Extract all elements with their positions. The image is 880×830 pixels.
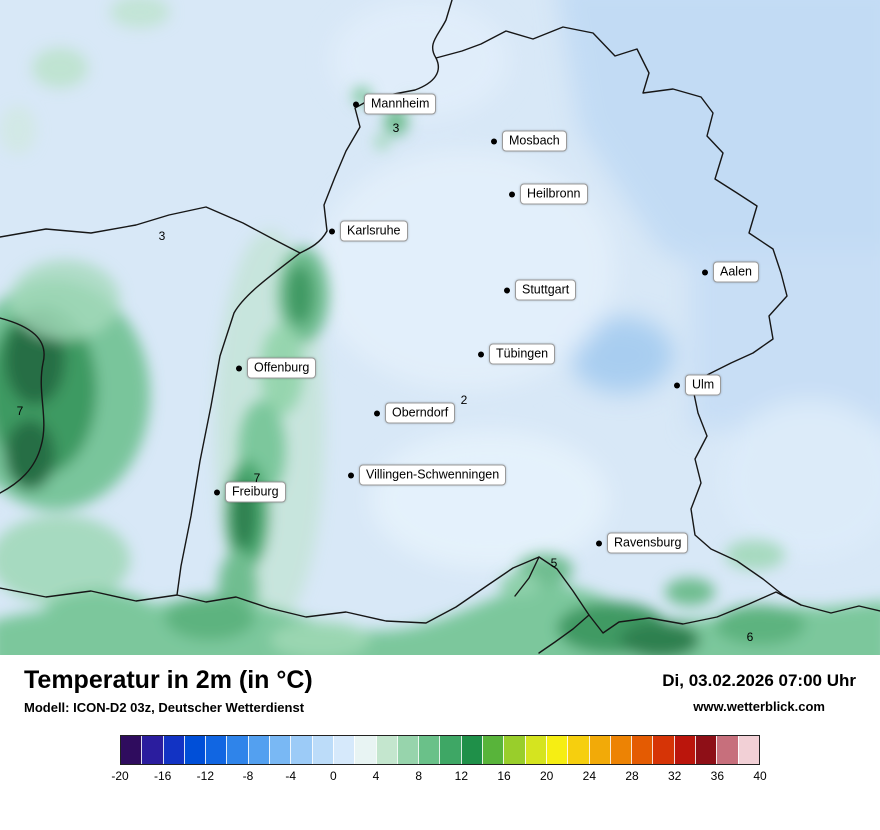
legend-tick-label: -12 xyxy=(196,769,214,783)
legend-color-cell xyxy=(375,736,397,764)
legend-tick-label: 40 xyxy=(753,769,767,783)
legend-tick-label: 32 xyxy=(667,769,682,783)
legend-tick-label: -16 xyxy=(153,769,172,783)
footer-right: Di, 03.02.2026 07:00 Uhr www.wetterblick… xyxy=(662,665,856,714)
footer-row: Temperatur in 2m (in °C) Modell: ICON-D2… xyxy=(24,665,856,715)
footer: Temperatur in 2m (in °C) Modell: ICON-D2… xyxy=(0,655,880,787)
map: Mannheim Mosbach Heilbronn Karlsruhe Stuttga… xyxy=(0,0,880,655)
legend-tick-label: 8 xyxy=(415,769,422,783)
border-north-alsace xyxy=(0,206,301,254)
legend-tick-label: -8 xyxy=(242,769,254,783)
legend-color-cell xyxy=(482,736,504,764)
legend-color-cell xyxy=(226,736,248,764)
forecast-datetime: Di, 03.02.2026 07:00 Uhr xyxy=(662,671,856,690)
legend-color-cell xyxy=(503,736,525,764)
legend-tick-label: -20 xyxy=(111,769,129,783)
legend-color-cell xyxy=(588,736,610,764)
legend-color-cell xyxy=(695,736,717,764)
website-url: www.wetterblick.com xyxy=(693,699,825,714)
legend-tick-label: 20 xyxy=(539,769,554,783)
border-vosges xyxy=(0,317,45,494)
legend-color-cell xyxy=(716,736,738,764)
legend: -20 -16 -12 -8 -4 0 4 8 12 16 20 24 28 32 36 40 xyxy=(111,735,767,787)
legend-color-cell xyxy=(567,736,589,764)
legend-tick-label: 0 xyxy=(329,769,337,783)
footer-left: Temperatur in 2m (in °C) Modell: ICON-D2… xyxy=(24,665,313,715)
legend-color-cell xyxy=(121,736,142,764)
legend-color-cell xyxy=(652,736,674,764)
map-terrain xyxy=(0,0,880,655)
border-east xyxy=(435,26,802,606)
legend-color-cell xyxy=(269,736,291,764)
legend-color-cell xyxy=(162,736,184,764)
legend-color-cell xyxy=(311,736,333,764)
terrain-blue-layer xyxy=(315,0,880,570)
legend-color-cell xyxy=(141,736,163,764)
legend-color-cell xyxy=(332,736,355,764)
legend-tick-label: 4 xyxy=(372,769,380,783)
legend-color-cell xyxy=(290,736,312,764)
legend-color-cell xyxy=(247,736,270,764)
legend-tick-label: 24 xyxy=(582,769,597,783)
legend-tick-label: 36 xyxy=(710,769,725,783)
border-southwest xyxy=(0,587,178,602)
legend-color-cell xyxy=(545,736,568,764)
legend-color-cell xyxy=(205,736,227,764)
legend-color-cell xyxy=(631,736,653,764)
page-title: Temperatur in 2m (in °C) xyxy=(24,666,313,694)
legend-color-cell xyxy=(183,736,206,764)
legend-bar xyxy=(120,735,760,765)
legend-tick-label: 28 xyxy=(625,769,639,783)
border-hochrhein xyxy=(514,556,590,654)
legend-color-cell xyxy=(418,736,440,764)
legend-color-cell xyxy=(524,736,546,764)
legend-color-cell xyxy=(439,736,461,764)
legend-color-cell xyxy=(673,736,696,764)
legend-color-cell xyxy=(609,736,632,764)
legend-color-cell xyxy=(737,736,759,764)
legend-tick-label: 16 xyxy=(497,769,511,783)
legend-color-cell xyxy=(354,736,376,764)
legend-color-cell xyxy=(396,736,419,764)
model-info: Modell: ICON-D2 03z, Deutscher Wetterdie… xyxy=(24,700,305,715)
border-lines xyxy=(0,0,880,654)
legend-tick-label: -4 xyxy=(285,769,296,783)
legend-color-cell xyxy=(460,736,483,764)
border-west-south xyxy=(176,0,880,634)
legend-ticks: -20 -16 -12 -8 -4 0 4 8 12 16 20 24 28 32 36 40 xyxy=(111,769,766,787)
weather-map-page: Mannheim Mosbach Heilbronn Karlsruhe Stuttga… xyxy=(0,0,880,787)
terrain-green-layer xyxy=(0,0,880,655)
legend-tick-label: 12 xyxy=(454,769,469,783)
